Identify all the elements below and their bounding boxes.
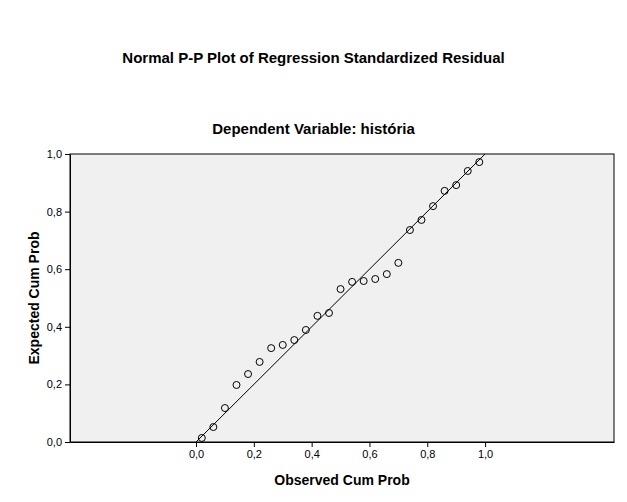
point <box>406 227 413 234</box>
point <box>325 309 332 316</box>
tick-label: 1,0 <box>478 448 493 460</box>
tick-label: 0,6 <box>47 263 62 275</box>
plot-area <box>196 154 485 442</box>
tick-mark <box>254 442 255 447</box>
point <box>453 182 460 189</box>
tick-mark <box>427 442 428 447</box>
point <box>279 341 286 348</box>
point <box>268 345 275 352</box>
y-axis: 0,0 0,2 0,4 0,6 0,8 1,0 <box>47 148 71 448</box>
point <box>395 259 402 266</box>
axis-line <box>71 442 615 443</box>
tick: 0,2 <box>247 442 262 460</box>
tick: 0,6 <box>362 442 377 460</box>
axis-line <box>70 155 71 443</box>
point <box>245 371 252 378</box>
point <box>383 271 390 278</box>
tick-label: 0,4 <box>305 448 320 460</box>
tick-mark <box>65 212 70 213</box>
tick: 1,0 <box>47 148 70 160</box>
point <box>337 286 344 293</box>
tick: 0,0 <box>47 436 70 448</box>
tick: 0,4 <box>305 442 320 460</box>
tick: 0,8 <box>47 206 70 218</box>
point <box>372 275 379 282</box>
tick-mark <box>312 442 313 447</box>
point <box>233 381 240 388</box>
tick-label: 0,2 <box>247 448 262 460</box>
tick-label: 0,8 <box>47 206 62 218</box>
y-axis-title: Expected Cum Prob <box>26 231 42 364</box>
tick-label: 0,0 <box>47 436 62 448</box>
tick: 1,0 <box>478 442 493 460</box>
tick-label: 1,0 <box>47 148 62 160</box>
chart: Normal P-P Plot of Regression Standardiz… <box>0 0 627 502</box>
plot-frame <box>70 154 614 442</box>
tick: 0,2 <box>47 378 70 390</box>
point <box>349 278 356 285</box>
tick-label: 0,6 <box>362 448 377 460</box>
point <box>360 278 367 285</box>
point <box>441 187 448 194</box>
point <box>291 337 298 344</box>
subtitle: Dependent Variable: história <box>212 120 415 137</box>
point <box>210 424 217 431</box>
point <box>221 405 228 412</box>
tick-mark <box>65 442 70 443</box>
tick: 0,6 <box>47 263 70 275</box>
x-axis: 0,0 0,2 0,4 0,6 0,8 1,0 <box>71 442 615 460</box>
x-axis-title: Observed Cum Prob <box>274 472 409 488</box>
reference-line <box>196 154 485 442</box>
tick-mark <box>65 154 70 155</box>
point <box>476 159 483 166</box>
title: Normal P-P Plot of Regression Standardiz… <box>122 49 504 66</box>
point <box>198 434 205 441</box>
tick-label: 0,0 <box>189 448 204 460</box>
point <box>464 167 471 174</box>
tick-label: 0,8 <box>420 448 435 460</box>
point <box>314 312 321 319</box>
point <box>430 203 437 210</box>
tick-mark <box>65 327 70 328</box>
tick-label: 0,2 <box>47 378 62 390</box>
tick-mark <box>196 442 197 447</box>
tick: 0,4 <box>47 321 70 333</box>
tick-mark <box>65 384 70 385</box>
tick: 0,8 <box>420 442 435 460</box>
tick-mark <box>369 442 370 447</box>
tick-mark <box>485 442 486 447</box>
tick: 0,0 <box>189 442 204 460</box>
point <box>256 358 263 365</box>
tick-mark <box>65 269 70 270</box>
point <box>302 326 309 333</box>
tick-label: 0,4 <box>47 321 62 333</box>
point <box>418 216 425 223</box>
